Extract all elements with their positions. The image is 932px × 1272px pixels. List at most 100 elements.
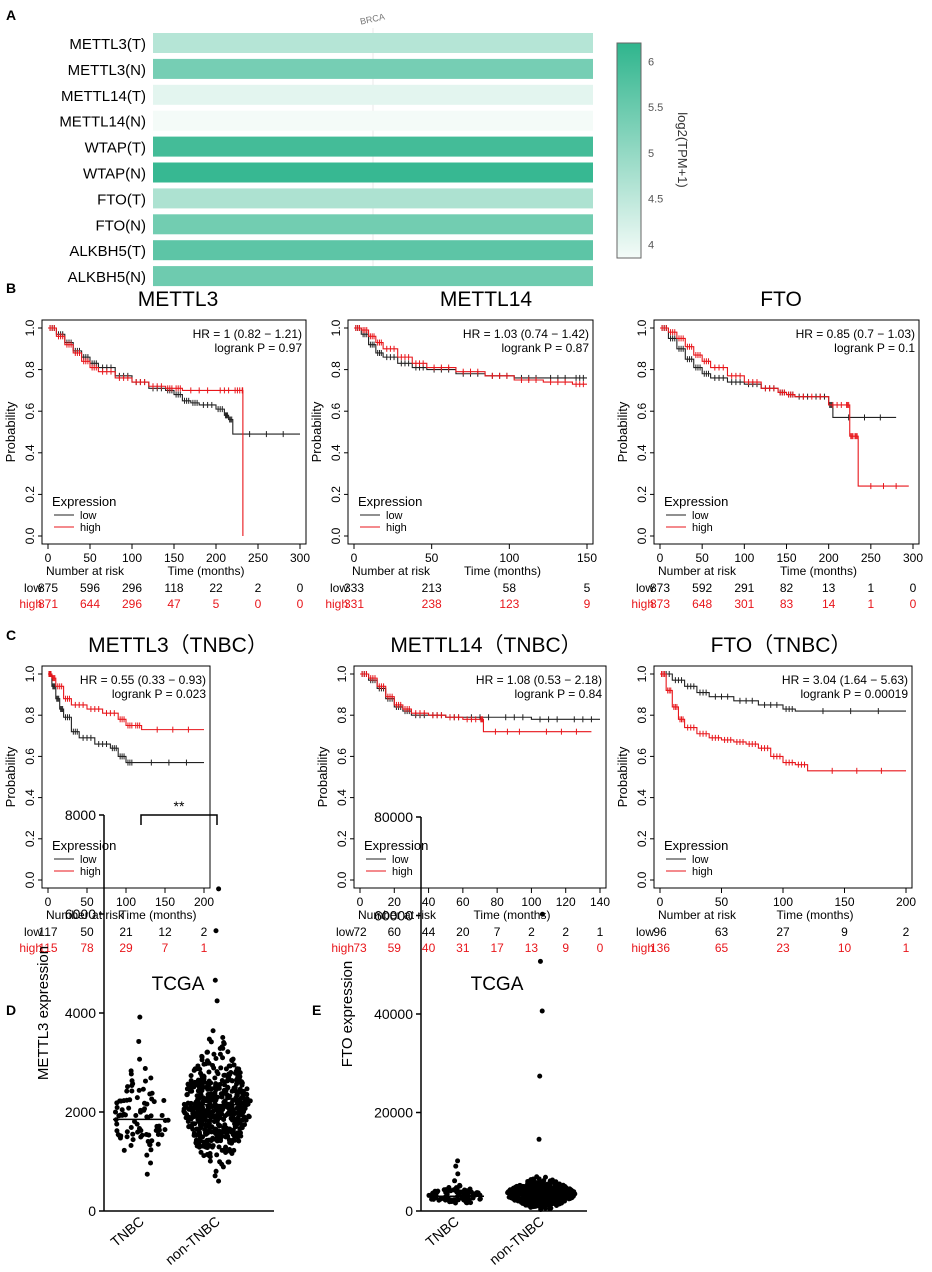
dot-point — [114, 1121, 120, 1127]
dot-y-axis-label: FTO expression — [339, 961, 356, 1067]
dot-point — [196, 1129, 202, 1135]
panel-label-e: E — [312, 1002, 321, 1018]
dot-point — [516, 1196, 522, 1202]
dot-point — [142, 1065, 148, 1071]
significance-bracket — [140, 814, 218, 825]
km-x-tick-label: 300 — [903, 551, 923, 565]
km-risk-row-label-low: low — [24, 581, 42, 595]
km-risk-row-label-high: high — [631, 941, 654, 955]
km-risk-label: Number at risk — [46, 908, 125, 922]
km-risk-low: 592 — [692, 581, 712, 595]
km-x-tick-label: 200 — [194, 895, 214, 909]
dot-point — [449, 1198, 455, 1204]
dot-point — [133, 1112, 139, 1118]
km-x-tick-label: 0 — [657, 551, 664, 565]
km-x-tick-label: 250 — [248, 551, 268, 565]
dot-point — [181, 1101, 187, 1107]
dot-point — [162, 1127, 168, 1133]
km-legend-high: high — [386, 522, 407, 534]
dot-point — [219, 1078, 225, 1084]
dot-point — [223, 1134, 229, 1140]
km-risk-label: Number at risk — [658, 908, 737, 922]
dot-point — [127, 1097, 133, 1103]
dot-point — [514, 1187, 520, 1193]
km-legend-high: high — [692, 866, 713, 878]
km-risk-high: 29 — [119, 941, 133, 955]
km-y-tick-label: 0.2 — [335, 830, 349, 847]
dot-point — [188, 1124, 194, 1130]
km-risk-low: 72 — [353, 925, 367, 939]
dot-point — [243, 1117, 249, 1123]
dot-point — [201, 1075, 207, 1081]
dot-point — [226, 1063, 232, 1069]
dot-point — [203, 1123, 209, 1129]
dot-point — [531, 1179, 537, 1185]
dot-point — [242, 1097, 248, 1103]
dot-point — [229, 1057, 235, 1063]
dot-point — [225, 1049, 231, 1055]
heatmap-cell — [153, 162, 593, 183]
dot-point — [199, 1088, 205, 1094]
dot-point — [553, 1180, 559, 1186]
dot-point — [527, 1180, 533, 1186]
km-risk-row-label-low: low — [330, 581, 348, 595]
dot-point — [213, 1087, 219, 1093]
dot-point — [194, 1143, 200, 1149]
dot-point — [538, 1207, 544, 1213]
dot-point — [156, 1123, 162, 1129]
dot-category-label: non-TNBC — [486, 1213, 547, 1268]
km-x-tick-label: 50 — [425, 551, 439, 565]
km-legend-title: Expression — [358, 494, 422, 509]
km-y-tick-label: 0.4 — [335, 789, 349, 806]
km-x-axis-label: Time (months) — [474, 908, 551, 922]
km-title: FTO（TNBC） — [711, 634, 852, 657]
dot-point — [234, 1092, 240, 1098]
dot-point — [542, 1174, 548, 1180]
km-risk-high: 1 — [867, 597, 874, 611]
dot-point — [225, 1077, 231, 1083]
km-y-tick-label: 0.6 — [23, 748, 37, 765]
km-hazard-ratio: HR = 1.03 (0.74 − 1.42) — [463, 327, 589, 341]
heatmap-row-label: ALKBH5(N) — [68, 269, 146, 286]
dot-point — [112, 1109, 118, 1115]
dot-point — [525, 1201, 531, 1207]
km-x-tick-label: 100 — [734, 551, 754, 565]
km-risk-low: 213 — [422, 581, 442, 595]
km-x-tick-label: 60 — [456, 895, 470, 909]
dot-point — [541, 1203, 547, 1209]
km-risk-low: 118 — [164, 581, 183, 595]
km-x-tick-label: 100 — [116, 895, 136, 909]
dot-point — [199, 1054, 205, 1060]
km-logrank-p: logrank P = 0.1 — [834, 341, 915, 355]
km-risk-low: 0 — [910, 581, 917, 595]
km-y-tick-label: 0.8 — [23, 707, 37, 724]
km-legend-low: low — [80, 510, 97, 522]
dot-point — [231, 1085, 237, 1091]
dot-point — [438, 1196, 444, 1202]
dot-point — [136, 1126, 142, 1132]
dot-point — [228, 1115, 234, 1121]
dot-point — [219, 1161, 225, 1167]
dot-point — [211, 1051, 217, 1057]
dot-category-label: TNBC — [422, 1213, 461, 1250]
dot-point — [216, 1144, 222, 1150]
dot-point — [148, 1075, 154, 1081]
km-risk-high: 0 — [297, 597, 304, 611]
km-risk-low: 291 — [734, 581, 754, 595]
dot-point — [217, 1051, 223, 1057]
dot-point — [138, 1107, 144, 1113]
colorbar — [616, 42, 642, 259]
dot-point — [197, 1106, 203, 1112]
km-risk-high: 23 — [776, 941, 790, 955]
dot-point — [128, 1068, 134, 1074]
dot-point — [526, 1185, 532, 1191]
dot-y-tick-label: 0 — [88, 1203, 96, 1219]
dot-y-tick-label: 2000 — [65, 1104, 96, 1120]
dot-point — [448, 1188, 454, 1194]
dot-point — [124, 1129, 130, 1135]
dot-point — [207, 1158, 213, 1164]
km-legend-high: high — [80, 866, 101, 878]
km-hazard-ratio: HR = 3.04 (1.64 − 5.63) — [782, 673, 908, 687]
dot-point — [457, 1182, 463, 1188]
